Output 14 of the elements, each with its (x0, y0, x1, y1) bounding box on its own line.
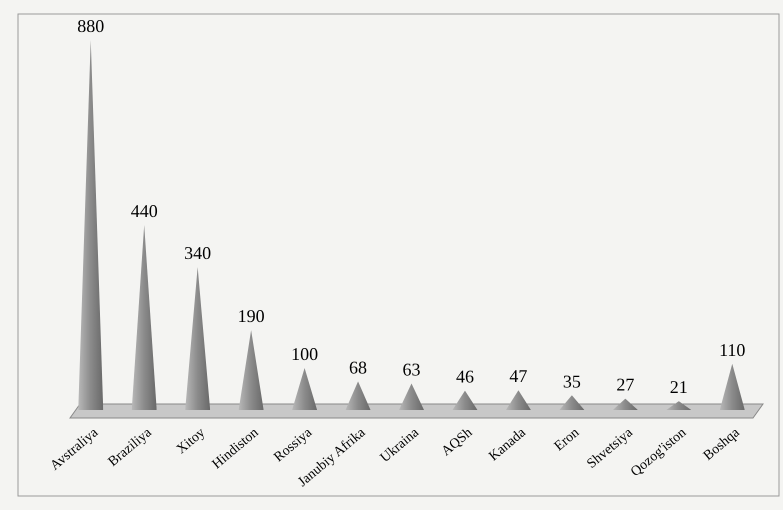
data-label: 27 (616, 374, 634, 395)
data-label: 190 (238, 306, 265, 326)
data-label: 47 (509, 366, 528, 386)
data-label: 35 (562, 371, 581, 392)
data-label: 340 (184, 243, 212, 264)
data-label: 440 (130, 201, 158, 221)
data-label: 46 (456, 366, 474, 387)
data-label: 110 (719, 340, 746, 360)
data-label: 68 (349, 357, 368, 378)
data-label: 880 (77, 16, 104, 36)
data-label: 63 (402, 360, 420, 380)
x-tick-label: Eron (552, 425, 582, 454)
data-label: 21 (670, 377, 688, 398)
data-label: 100 (291, 344, 318, 364)
